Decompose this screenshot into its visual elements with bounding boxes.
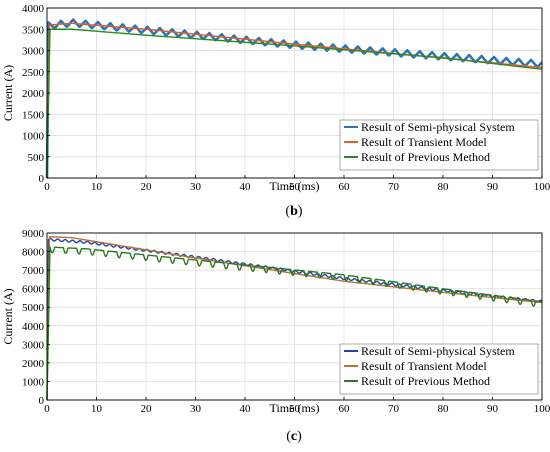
y-tick-label: 1000 [22, 131, 45, 143]
x-tick-label: 90 [487, 181, 499, 193]
x-tick-label: 10 [91, 403, 103, 415]
x-tick-label: 50 [289, 403, 301, 415]
x-tick-label: 50 [289, 181, 301, 193]
tick-labels: 0 10 20 30 40 50 60 70 80 90 100050010001500200025… [22, 3, 550, 193]
y-tick-label: 2000 [22, 358, 45, 370]
panel-label: (b) [285, 204, 302, 219]
x-tick-label: 70 [388, 403, 400, 415]
legend-entry-3: Result of Previous Method [361, 150, 490, 164]
x-tick-label: 60 [339, 181, 351, 193]
x-tick-label: 20 [141, 403, 153, 415]
x-axis-label: Time (ms) [270, 401, 320, 415]
legend-entry-3: Result of Previous Method [361, 374, 490, 388]
panel-label: (c) [286, 429, 302, 444]
series-group [46, 236, 543, 401]
x-tick-label: 10 [91, 181, 103, 193]
x-tick-label: 40 [240, 181, 252, 193]
y-axis-label: Current (A) [1, 65, 15, 121]
y-tick-label: 9000 [22, 228, 45, 240]
legend-entry-1: Result of Semi-physical System [361, 344, 515, 358]
chart-panel-b: 0 10 20 30 40 50 60 70 80 90 100050010001500200025… [1, 3, 550, 219]
x-tick-label: 30 [190, 403, 202, 415]
legend-box [339, 343, 539, 395]
series-line-3 [46, 246, 543, 401]
x-tick-label: 30 [190, 181, 202, 193]
series-line-1 [45, 18, 543, 179]
y-tick-label: 4000 [22, 3, 45, 15]
x-tick-label: 100 [534, 403, 550, 415]
y-tick-label: 0 [39, 173, 45, 185]
x-tick-label: 20 [141, 181, 153, 193]
x-tick-label: 40 [240, 403, 252, 415]
y-tick-label: 0 [39, 395, 45, 407]
series-line-3 [46, 28, 543, 179]
series-group [45, 18, 543, 179]
y-tick-label: 1000 [22, 376, 45, 388]
x-tick-label: 0 [44, 403, 50, 415]
series-line-2 [46, 236, 543, 401]
x-tick-label: 0 [44, 181, 50, 193]
y-tick-label: 2500 [22, 67, 45, 79]
y-tick-label: 8000 [22, 247, 45, 259]
y-tick-label: 2000 [22, 88, 45, 100]
x-tick-label: 100 [534, 181, 550, 193]
y-tick-label: 4000 [22, 321, 45, 333]
x-tick-label: 80 [438, 181, 450, 193]
legend-entry-2: Result of Transient Model [361, 359, 487, 373]
y-tick-label: 3500 [22, 24, 45, 36]
x-axis-label: Time (ms) [270, 179, 320, 193]
y-tick-label: 5000 [22, 302, 45, 314]
x-tick-label: 60 [339, 403, 351, 415]
y-tick-label: 6000 [22, 284, 45, 296]
legend-entry-1: Result of Semi-physical System [361, 120, 515, 134]
legend-entry-2: Result of Transient Model [361, 135, 487, 149]
y-tick-label: 1500 [22, 109, 45, 121]
y-tick-label: 7000 [22, 265, 45, 277]
y-axis-label: Current (A) [1, 288, 15, 344]
y-tick-label: 3000 [22, 46, 45, 58]
chart-panel-c: 0 10 20 30 40 50 60 70 80 90 100010002000300040005… [1, 228, 550, 444]
y-tick-label: 3000 [22, 339, 45, 351]
x-tick-label: 90 [487, 403, 499, 415]
y-tick-label: 500 [28, 152, 45, 164]
legend-box [339, 119, 539, 171]
x-tick-label: 70 [388, 181, 400, 193]
x-tick-label: 80 [438, 403, 450, 415]
tick-labels: 0 10 20 30 40 50 60 70 80 90 100010002000300040005… [22, 228, 550, 415]
